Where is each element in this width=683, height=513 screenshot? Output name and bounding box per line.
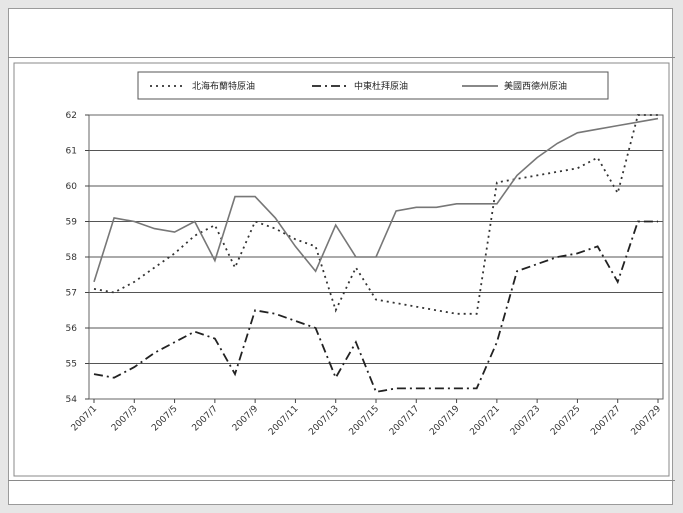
y-tick-label-3: 57 [66,289,77,299]
y-tick-label-6: 60 [66,182,78,192]
y-tick-label-2: 56 [66,324,78,334]
y-tick-label-8: 62 [66,111,77,121]
y-tick-label-5: 59 [66,218,78,228]
legend-label-0: 北海布蘭特原油 [192,80,255,92]
chart-legend: 北海布蘭特原油 中東杜拜原油 美國西德州原油 [137,71,609,100]
y-tick-label-7: 61 [66,147,77,157]
series-line-1 [93,220,658,393]
y-tick-label-0: 54 [66,395,78,405]
y-axis: 54 55 56 57 58 59 60 61 62 [66,111,89,405]
figure-top-rule [8,57,675,58]
series-line-2 [93,117,659,283]
chart-series [93,114,659,393]
chart-area-border [13,62,670,477]
legend-label-1: 中東杜拜原油 [354,80,408,92]
legend-box [137,71,609,100]
legend-label-2: 美國西德州原油 [504,80,567,92]
y-tick-label-1: 55 [66,360,77,370]
y-tick-label-4: 58 [66,253,78,263]
figure-bottom-rule [8,480,675,481]
series-line-0 [93,114,658,315]
